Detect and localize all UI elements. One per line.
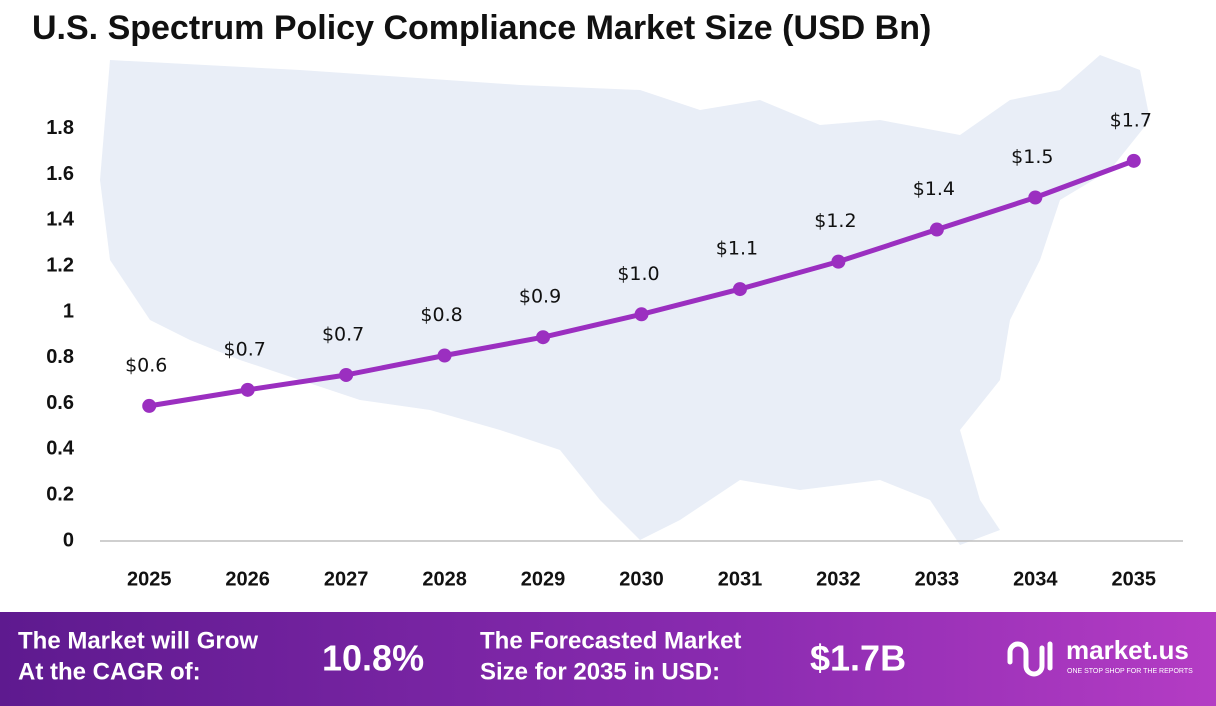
x-tick-label: 2034 xyxy=(1013,568,1058,590)
y-tick-label: 0.6 xyxy=(46,392,74,414)
value-label: $0.7 xyxy=(224,338,266,360)
x-tick-label: 2035 xyxy=(1112,568,1157,590)
x-tick-label: 2028 xyxy=(422,568,467,590)
point xyxy=(732,282,747,297)
point xyxy=(437,348,452,363)
point xyxy=(536,330,551,345)
x-tick-label: 2030 xyxy=(619,568,664,590)
point xyxy=(1126,153,1141,168)
value-label: $1.5 xyxy=(1011,146,1053,168)
x-tick-label: 2027 xyxy=(324,568,369,590)
value-label: $0.9 xyxy=(519,286,561,308)
footer-band xyxy=(0,612,1216,706)
y-tick-label: 1.6 xyxy=(46,163,74,185)
point xyxy=(339,367,354,382)
cagr-value: 10.8% xyxy=(322,638,424,679)
point xyxy=(929,222,944,237)
y-tick-label: 0 xyxy=(63,529,74,551)
value-label: $1.1 xyxy=(716,238,758,260)
x-tick-label: 2033 xyxy=(915,568,960,590)
x-tick-label: 2031 xyxy=(718,568,763,590)
value-label: $0.7 xyxy=(322,323,364,345)
map-background xyxy=(100,55,1150,545)
y-tick-label: 1.4 xyxy=(46,209,75,231)
x-tick-label: 2032 xyxy=(816,568,861,590)
forecast-value: $1.7B xyxy=(810,638,906,679)
value-label: $0.6 xyxy=(125,354,167,376)
footer-text: The Forecasted Market xyxy=(480,627,741,654)
point xyxy=(831,254,846,269)
y-tick-label: 0.2 xyxy=(46,483,74,505)
value-label: $1.0 xyxy=(617,263,659,285)
y-tick-label: 0.8 xyxy=(46,346,74,368)
logo-icon xyxy=(1007,641,1053,677)
y-tick-label: 0.4 xyxy=(46,438,75,460)
x-tick-label: 2025 xyxy=(127,568,172,590)
y-tick-label: 1.8 xyxy=(46,117,74,139)
value-label: $0.8 xyxy=(420,304,462,326)
footer-text: At the CAGR of: xyxy=(18,658,201,685)
logo-tagline: ONE STOP SHOP FOR THE REPORTS xyxy=(1067,668,1193,675)
footer-text: The Market will Grow xyxy=(18,627,258,654)
point xyxy=(142,398,157,413)
y-tick-label: 1 xyxy=(63,300,74,322)
chart-title: U.S. Spectrum Policy Compliance Market S… xyxy=(32,9,931,47)
y-tick-label: 1.2 xyxy=(46,254,74,276)
x-tick-label: 2026 xyxy=(225,568,270,590)
value-label: $1.7 xyxy=(1110,109,1152,131)
value-label: $1.2 xyxy=(814,210,856,232)
point xyxy=(1028,190,1043,205)
logo-text: market.us xyxy=(1066,635,1189,665)
value-label: $1.4 xyxy=(913,178,955,200)
x-tick-label: 2029 xyxy=(521,568,566,590)
point xyxy=(240,382,255,397)
point xyxy=(634,307,649,322)
footer-text: Size for 2035 in USD: xyxy=(480,658,720,685)
